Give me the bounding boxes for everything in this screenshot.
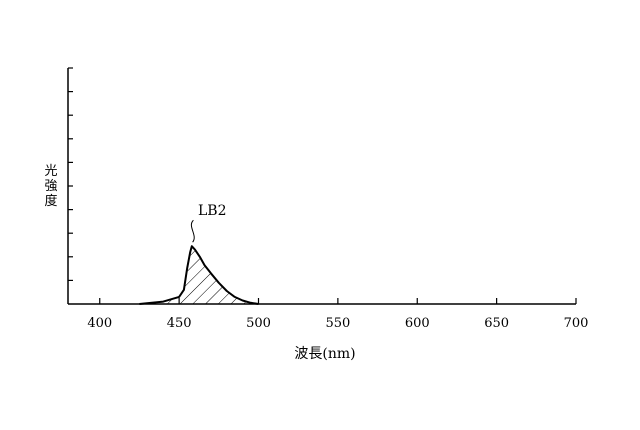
y-axis-title-char: 強 — [44, 179, 57, 194]
x-axis-title: 波長(nm) — [294, 346, 355, 362]
y-axis-title-char: 光 — [44, 164, 57, 179]
x-tick-label: 650 — [484, 316, 509, 331]
x-tick-label: 700 — [564, 316, 589, 331]
x-tick-label: 450 — [167, 316, 192, 331]
x-tick-label: 550 — [325, 316, 350, 331]
annotation-leader-line — [191, 220, 194, 242]
x-tick-label: 600 — [405, 316, 430, 331]
x-tick-label: 500 — [246, 316, 271, 331]
y-axis-title-char: 度 — [44, 193, 57, 209]
x-tick-label: 400 — [87, 316, 112, 331]
series-annotation-label: LB2 — [198, 203, 227, 219]
y-axis-title: 光強度 — [44, 164, 57, 209]
